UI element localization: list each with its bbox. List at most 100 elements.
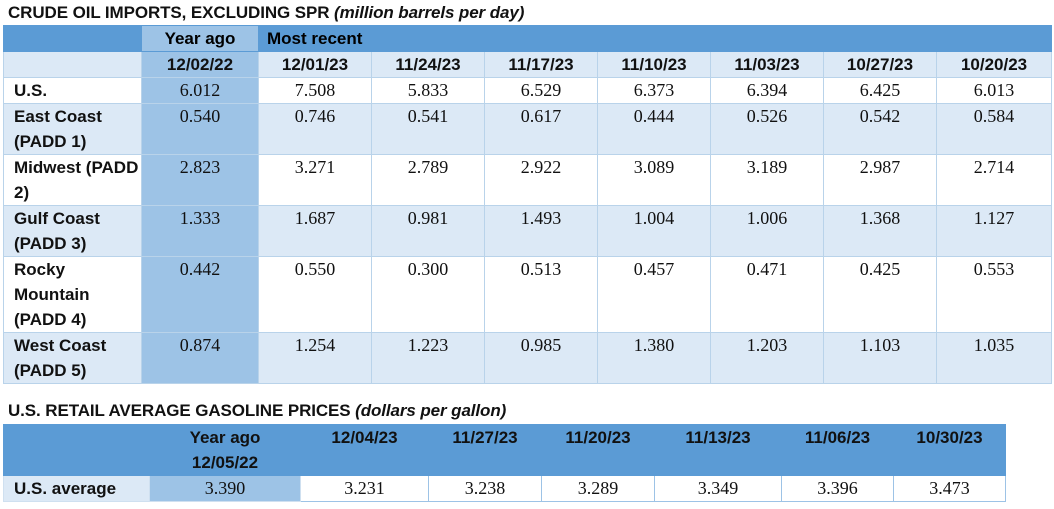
value-cell: 2.789 [371,154,485,206]
gasoline-title: U.S. RETAIL AVERAGE GASOLINE PRICES (dol… [8,401,506,421]
value-cell: 2.823 [141,154,259,206]
gas-value-cell: 3.238 [428,475,542,502]
value-cell: 1.687 [258,205,372,257]
value-cell: 0.541 [371,103,485,155]
value-cell: 0.442 [141,256,259,333]
gas-value-cell: 3.396 [781,475,894,502]
value-cell: 0.540 [141,103,259,155]
value-cell: 1.006 [710,205,824,257]
header-dates-corner [3,51,142,78]
value-cell: 1.493 [484,205,598,257]
value-cell: 1.004 [597,205,711,257]
value-cell: 1.103 [823,332,937,384]
value-cell: 1.380 [597,332,711,384]
value-cell: 2.922 [484,154,598,206]
imports-header-top: Year ago Most recent [3,25,1053,52]
gas-value-cell: 3.473 [893,475,1006,502]
header-date: 11/10/23 [597,51,711,78]
value-cell: 6.529 [484,77,598,104]
value-cell: 6.373 [597,77,711,104]
value-cell: 3.271 [258,154,372,206]
value-cell: 2.987 [823,154,937,206]
imports-title-text: CRUDE OIL IMPORTS, EXCLUDING SPR [8,3,330,22]
header-date: 12/02/22 [141,51,259,78]
value-cell: 7.508 [258,77,372,104]
header-date: 11/03/23 [710,51,824,78]
value-cell: 0.553 [935,256,1053,333]
value-cell: 6.425 [823,77,937,104]
region-label: Gulf Coast (PADD 3) [3,205,142,257]
region-label: Rocky Mountain (PADD 4) [3,256,142,333]
value-cell: 0.550 [258,256,372,333]
value-cell: 3.189 [710,154,824,206]
value-cell: 0.617 [484,103,598,155]
value-cell: 0.526 [710,103,824,155]
region-label: Midwest (PADD 2) [3,154,142,206]
gas-header-date: 11/13/23 [654,424,782,476]
value-cell: 1.368 [823,205,937,257]
value-cell: 5.833 [371,77,485,104]
imports-title: CRUDE OIL IMPORTS, EXCLUDING SPR (millio… [8,3,524,23]
value-cell: 2.714 [935,154,1053,206]
gas-row-label: U.S. average [3,475,150,502]
gas-value-cell: 3.349 [654,475,782,502]
value-cell: 0.513 [484,256,598,333]
gas-year-ago-value: 3.390 [149,475,301,502]
value-cell: 0.457 [597,256,711,333]
value-cell: 1.223 [371,332,485,384]
value-cell: 1.127 [935,205,1053,257]
header-date: 10/27/23 [823,51,937,78]
value-cell: 0.444 [597,103,711,155]
region-label: East Coast (PADD 1) [3,103,142,155]
gasoline-unit: (dollars per gallon) [355,401,507,420]
value-cell: 0.542 [823,103,937,155]
value-cell: 1.203 [710,332,824,384]
header-date: 12/01/23 [258,51,372,78]
gasoline-row: U.S. average 3.390 3.231 3.238 3.289 3.349 3.3… [3,475,1006,502]
gasoline-prices-table: Year ago 12/05/22 12/04/23 11/27/23 11/20/23… [3,424,1006,502]
crude-imports-table: Year ago Most recent 12/02/22 12/01/23 11/24… [3,25,1053,384]
value-cell: 0.874 [141,332,259,384]
gas-header-date: 12/04/23 [300,424,429,476]
gas-header-date: 11/06/23 [781,424,894,476]
value-cell: 6.013 [935,77,1053,104]
table-row: Rocky Mountain (PADD 4) 0.442 0.550 0.300 0.… [3,256,1053,333]
value-cell: 6.394 [710,77,824,104]
gas-header-date: 11/27/23 [428,424,542,476]
value-cell: 6.012 [141,77,259,104]
value-cell: 0.985 [484,332,598,384]
value-cell: 0.471 [710,256,824,333]
gas-year-ago-date: 12/05/22 [191,453,259,472]
gas-header-year-ago: Year ago 12/05/22 [149,424,301,476]
value-cell: 1.254 [258,332,372,384]
table-row: Midwest (PADD 2) 2.823 3.271 2.789 2.922 3.08… [3,154,1053,206]
value-cell: 0.300 [371,256,485,333]
header-date: 11/17/23 [484,51,598,78]
value-cell: 1.035 [935,332,1053,384]
gasoline-header: Year ago 12/05/22 12/04/23 11/27/23 11/20/23… [3,424,1006,476]
value-cell: 3.089 [597,154,711,206]
header-year-ago: Year ago [141,25,259,52]
value-cell: 0.746 [258,103,372,155]
gas-header-corner [3,424,150,476]
header-corner [3,25,142,52]
gas-header-date: 10/30/23 [893,424,1006,476]
header-date: 10/20/23 [935,51,1053,78]
gas-header-date: 11/20/23 [541,424,655,476]
region-label: U.S. [3,77,142,104]
value-cell: 0.584 [935,103,1053,155]
header-most-recent: Most recent [257,25,1053,52]
header-date: 11/24/23 [371,51,485,78]
table-row: Gulf Coast (PADD 3) 1.333 1.687 0.981 1.493 1… [3,205,1053,257]
table-row: U.S. 6.012 7.508 5.833 6.529 6.373 6.394 6.425 6… [3,77,1053,104]
gas-value-cell: 3.289 [541,475,655,502]
gasoline-title-text: U.S. RETAIL AVERAGE GASOLINE PRICES [8,401,351,420]
gas-year-ago-label: Year ago [189,428,261,447]
table-row: East Coast (PADD 1) 0.540 0.746 0.541 0.617 0… [3,103,1053,155]
region-label: West Coast (PADD 5) [3,332,142,384]
gas-value-cell: 3.231 [300,475,429,502]
imports-header-dates: 12/02/22 12/01/23 11/24/23 11/17/23 11/10/23… [3,51,1053,78]
value-cell: 1.333 [141,205,259,257]
table-row: West Coast (PADD 5) 0.874 1.254 1.223 0.985 1… [3,332,1053,384]
value-cell: 0.425 [823,256,937,333]
